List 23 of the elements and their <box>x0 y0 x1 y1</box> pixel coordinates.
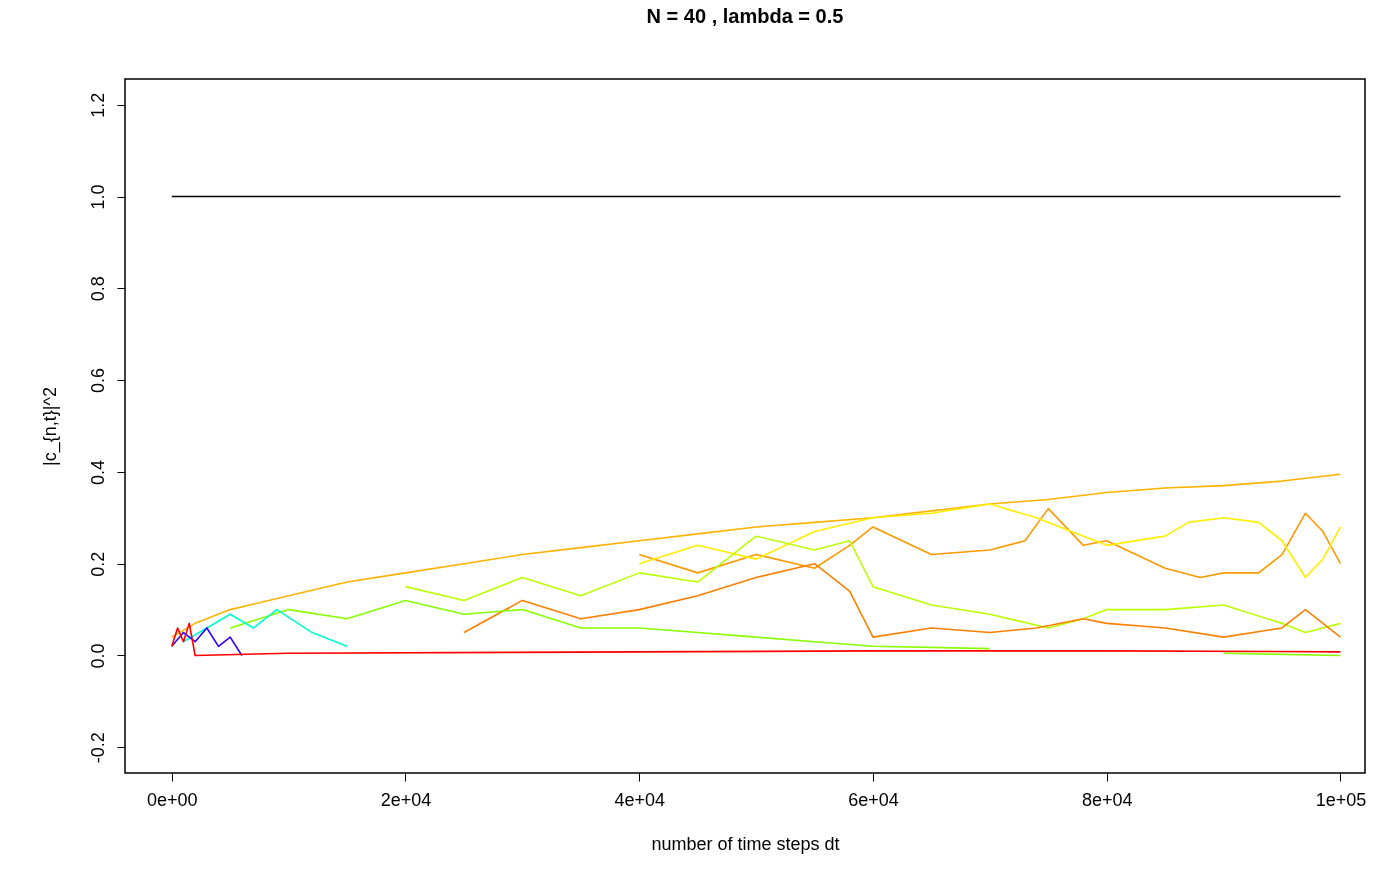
y-tick-label: -0.2 <box>87 732 108 764</box>
line-series <box>170 627 243 657</box>
y-tick-label: 0.4 <box>87 459 108 485</box>
y-tick-label: 1.2 <box>87 92 108 118</box>
line-series <box>170 622 1342 657</box>
line-series <box>404 535 1342 634</box>
x-axis-title: number of time steps dt <box>651 833 840 854</box>
y-tick-label: 0.6 <box>87 368 108 394</box>
y-tick-label: 0.2 <box>87 551 108 577</box>
x-tick-label: 1e+05 <box>1315 789 1367 810</box>
line-series <box>463 562 1342 638</box>
y-tick-label: 1.0 <box>87 184 108 210</box>
x-tick-label: 6e+04 <box>848 789 899 810</box>
line-series <box>182 608 348 648</box>
y-axis-title: |c_{n,t}|^2 <box>39 387 61 466</box>
y-tick-label: 0.0 <box>87 643 108 669</box>
x-tick-label: 2e+04 <box>380 789 432 810</box>
x-tick-label: 8e+04 <box>1081 789 1133 810</box>
x-tick-label: 4e+04 <box>614 789 666 810</box>
x-tick-label: 0e+00 <box>146 789 198 810</box>
chart-title: N = 40 , lambda = 0.5 <box>646 5 844 27</box>
line-series <box>170 473 1342 638</box>
y-tick-label: 0.8 <box>87 276 108 302</box>
